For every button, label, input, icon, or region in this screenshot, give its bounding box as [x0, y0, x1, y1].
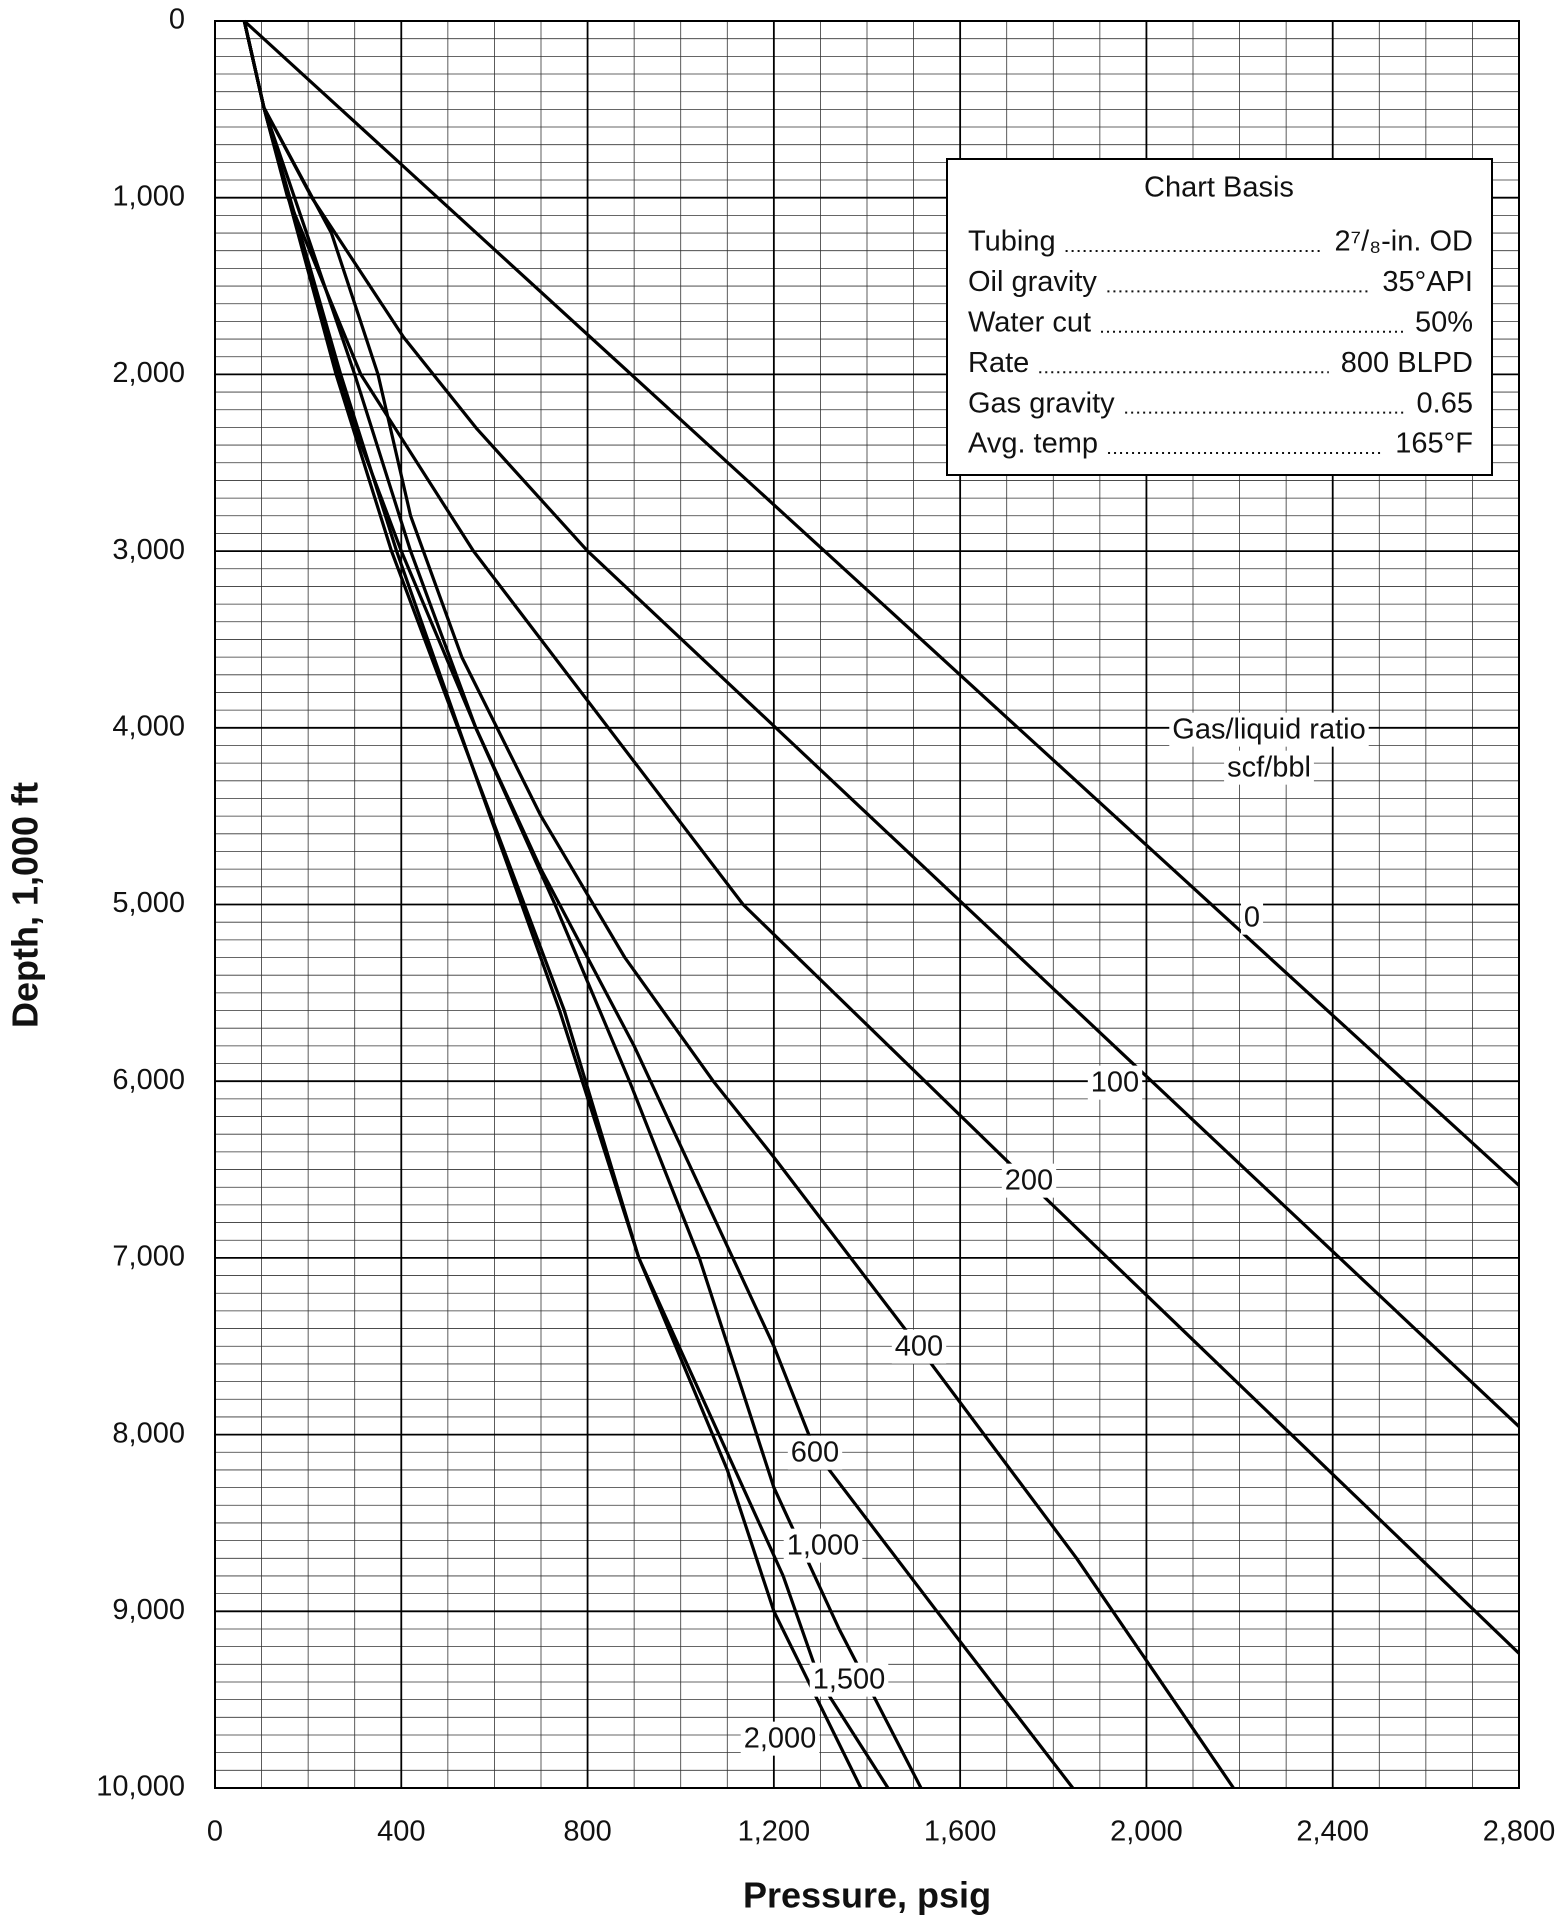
- y-axis-title: Depth, 1,000 ft: [5, 782, 46, 1028]
- y-tick-label: 10,000: [96, 1771, 185, 1803]
- curve: [242, 20, 890, 1789]
- y-tick-label: 5,000: [112, 887, 185, 919]
- series-label: 2,000: [744, 1723, 817, 1755]
- series-label: 400: [895, 1331, 943, 1363]
- x-tick-label: 1,200: [738, 1816, 811, 1848]
- x-tick-label: 400: [377, 1816, 425, 1848]
- series-label-bg: [1001, 1163, 1057, 1198]
- chart-basis-title: Chart Basis: [1144, 172, 1294, 204]
- curve: [242, 20, 863, 1789]
- y-tick-label: 2,000: [112, 357, 185, 389]
- y-tick-label: 3,000: [112, 534, 185, 566]
- series-label-bg: [740, 1721, 820, 1756]
- x-tick-label: 0: [207, 1816, 223, 1848]
- labels: 0 400 800 1,200 1,600 2,000 2,400 2,800 0 1,000 2,…: [96, 4, 1555, 1848]
- x-tick-label: 1,600: [924, 1816, 997, 1848]
- series-label-title: scf/bbl: [1227, 752, 1311, 784]
- series-label-bg: [1087, 1065, 1143, 1100]
- basis-label: Water cut: [968, 306, 1091, 338]
- series-label-bg: [783, 1528, 863, 1563]
- series-label-title-bg: [1224, 750, 1314, 785]
- curve: [243, 19, 1521, 1187]
- x-tick-label: 2,400: [1296, 1816, 1369, 1848]
- series-label: 600: [791, 1437, 839, 1469]
- series-label: 0: [1244, 902, 1260, 934]
- plot-frame: [214, 20, 1520, 1789]
- y-tick-label: 4,000: [112, 710, 185, 742]
- basis-label: Avg. temp: [968, 428, 1098, 460]
- y-tick-label: 7,000: [112, 1241, 185, 1273]
- y-tick-label: 6,000: [112, 1064, 185, 1096]
- basis-label: Oil gravity: [968, 266, 1097, 298]
- basis-value: 50%: [1415, 306, 1473, 338]
- basis-value: 35°API: [1382, 266, 1473, 298]
- basis-value: 0.65: [1417, 387, 1473, 419]
- basis-value: 2⁷/₈-in. OD: [1334, 226, 1473, 258]
- y-tick-label: 8,000: [112, 1417, 185, 1449]
- y-tick-label: 1,000: [112, 180, 185, 212]
- x-tick-label: 2,800: [1483, 1816, 1556, 1848]
- y-tick-label: 0: [169, 4, 185, 36]
- basis-value: 800 BLPD: [1341, 347, 1473, 379]
- series-label-title-bg: [1169, 712, 1369, 747]
- x-tick-label: 800: [563, 1816, 611, 1848]
- basis-label: Tubing: [968, 226, 1056, 258]
- series-label-bg: [1240, 900, 1264, 935]
- x-tick-label: 2,000: [1110, 1816, 1183, 1848]
- basis-label: Gas gravity: [968, 387, 1115, 419]
- series-label-bg: [787, 1435, 843, 1470]
- basis-value: 165°F: [1395, 428, 1473, 460]
- series-label-bg: [891, 1329, 947, 1364]
- series-label: 1,500: [813, 1664, 886, 1696]
- basis-label: Rate: [968, 347, 1029, 379]
- series-label-bg: [809, 1662, 889, 1697]
- series-label-title: Gas/liquid ratio: [1172, 714, 1365, 746]
- series-label: 200: [1005, 1165, 1053, 1197]
- chart-basis-box: [946, 158, 1493, 476]
- x-axis-title: Pressure, psig: [743, 1875, 991, 1916]
- y-tick-label: 9,000: [112, 1594, 185, 1626]
- series-label: 100: [1091, 1067, 1139, 1099]
- series-label: 1,000: [787, 1530, 860, 1562]
